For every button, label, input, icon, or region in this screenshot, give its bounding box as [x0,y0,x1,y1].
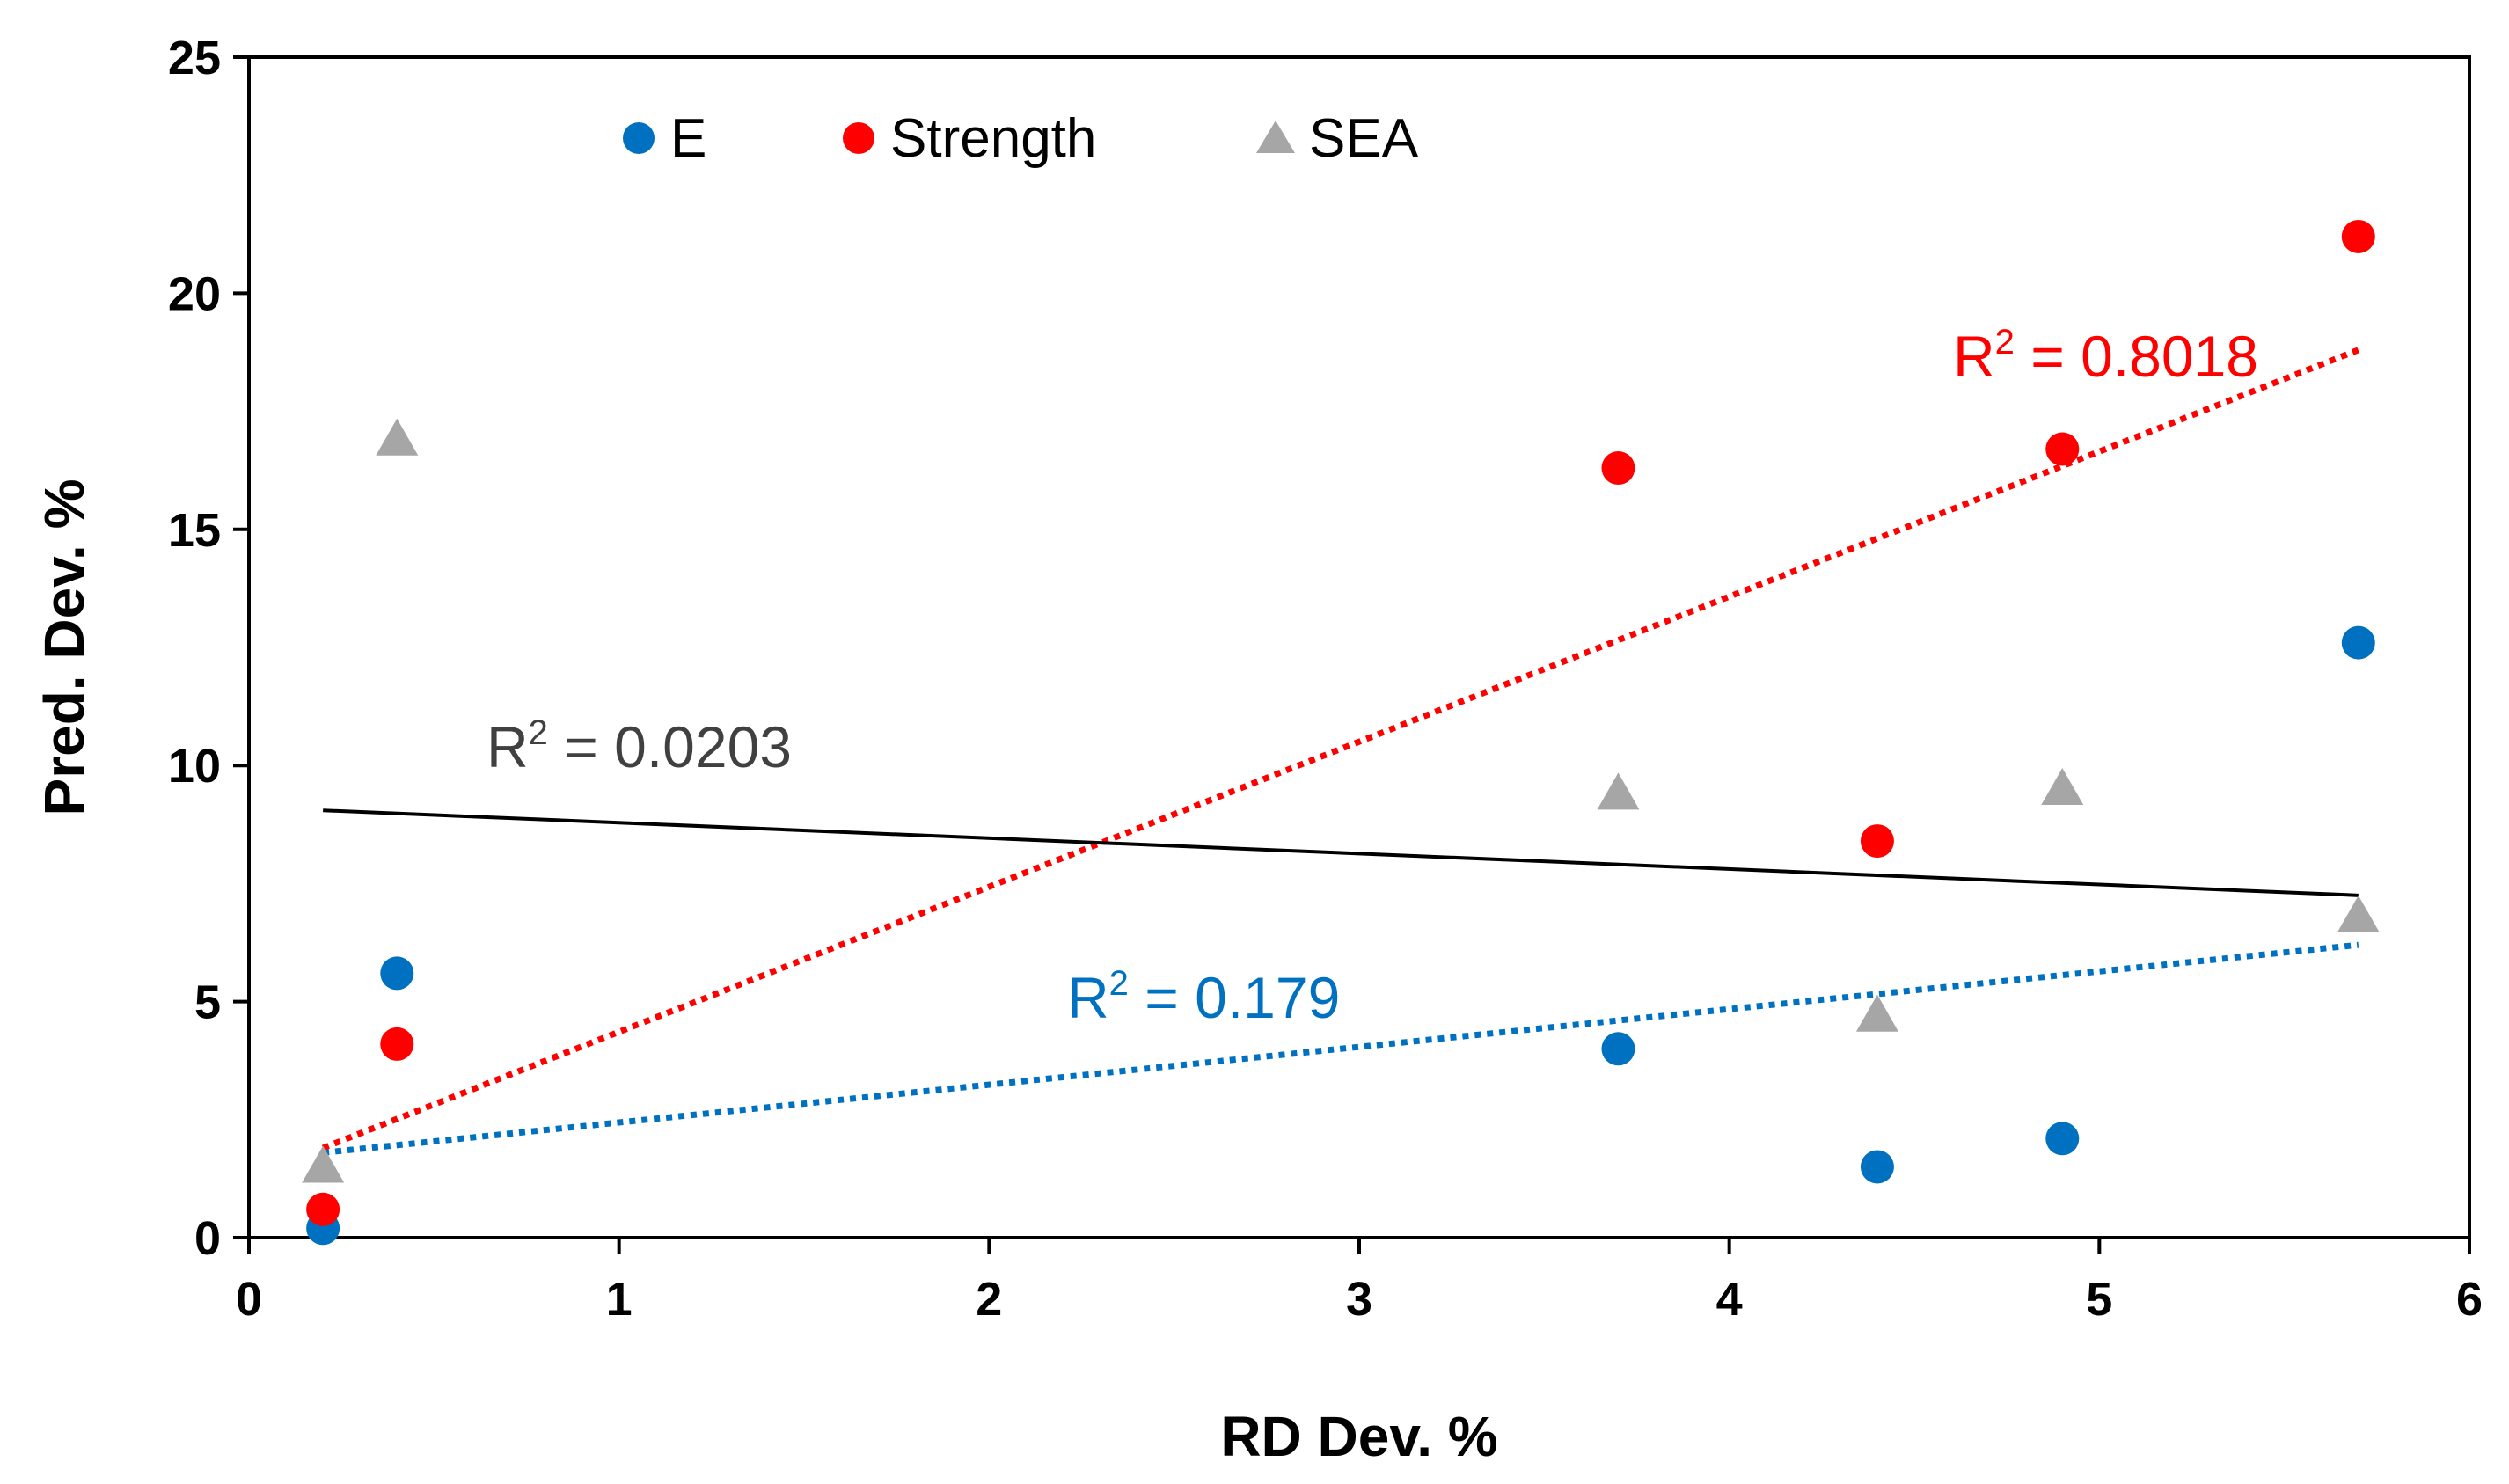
legend: E Strength SEA [623,108,1419,169]
trendlines [321,347,2360,1156]
data-point-e [380,956,414,991]
data-point-sea [376,418,419,456]
legend-marker-strength [843,122,874,154]
data-points [302,219,2380,1246]
x-axis-title: RD Dev. % [1220,1405,1497,1468]
x-axis-ticks: 0 1 2 3 4 5 6 [236,1238,2483,1326]
data-point-sea [2041,768,2084,806]
legend-label-e: E [670,108,706,169]
x-tick-label: 0 [236,1273,262,1326]
r2-label-strength: R2 = 0.8018 [1953,323,2258,389]
data-point-strength [1601,451,1635,486]
legend-marker-sea [1256,121,1295,153]
r2-label-sea: R2 = 0.0203 [486,713,792,779]
y-tick-label: 25 [168,32,221,84]
plot-area [247,55,2471,1239]
data-point-strength [306,1192,340,1226]
data-point-strength [2341,219,2375,253]
trendline-sea [323,808,2359,897]
data-point-sea [302,1145,345,1183]
y-tick-label: 20 [168,267,221,320]
y-tick-label: 15 [168,504,221,557]
x-tick-label: 4 [1716,1273,1743,1326]
x-tick-label: 3 [1346,1273,1372,1326]
y-axis-ticks: 0 5 10 15 20 25 [168,32,249,1265]
data-point-e [2341,625,2375,660]
trendline-e [322,941,2359,1156]
data-point-sea [2337,895,2380,932]
y-axis-title: Pred. Dev. % [33,479,96,816]
x-tick-label: 6 [2456,1273,2483,1326]
data-point-e [2045,1122,2080,1156]
data-point-e [1860,1150,1894,1184]
y-tick-label: 10 [168,740,221,793]
data-point-sea [1855,994,1898,1032]
data-point-strength [2045,432,2080,466]
data-point-e [1601,1032,1635,1066]
data-point-strength [380,1027,414,1061]
legend-marker-e [623,122,655,154]
r2-label-e: R2 = 0.179 [1067,964,1340,1030]
legend-label-sea: SEA [1309,108,1419,169]
data-point-strength [1860,824,1894,859]
x-tick-label: 2 [976,1273,1002,1326]
x-tick-label: 1 [606,1273,633,1326]
x-tick-label: 5 [2086,1273,2112,1326]
legend-label-strength: Strength [890,108,1096,169]
data-point-sea [1597,772,1640,810]
y-tick-label: 0 [194,1212,221,1265]
y-tick-label: 5 [194,976,221,1029]
